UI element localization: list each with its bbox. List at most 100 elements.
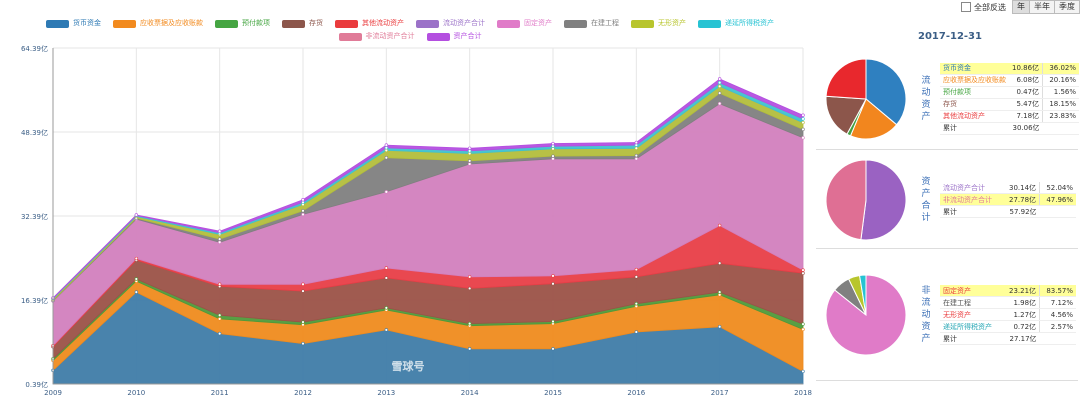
data-point[interactable] bbox=[301, 212, 305, 217]
data-point[interactable] bbox=[384, 143, 389, 147]
legend-item[interactable]: 预付款项 bbox=[215, 18, 270, 29]
legend-item[interactable]: 在建工程 bbox=[564, 18, 619, 29]
data-point[interactable] bbox=[467, 321, 472, 326]
legend-item[interactable]: 递延所得税资产 bbox=[698, 18, 774, 29]
period-quarter-button[interactable]: 季度 bbox=[1055, 1, 1080, 13]
legend-item[interactable]: 存货 bbox=[282, 18, 323, 29]
data-point[interactable] bbox=[301, 282, 305, 286]
data-point[interactable] bbox=[634, 275, 639, 279]
pie-slice[interactable] bbox=[865, 57, 907, 125]
data-point[interactable] bbox=[384, 306, 389, 310]
data-point[interactable] bbox=[217, 331, 222, 336]
data-point[interactable] bbox=[551, 319, 555, 324]
data-point[interactable] bbox=[801, 136, 805, 140]
data-point[interactable] bbox=[301, 209, 305, 213]
data-point[interactable] bbox=[384, 276, 389, 280]
data-point[interactable] bbox=[717, 290, 722, 294]
data-point[interactable] bbox=[717, 325, 722, 329]
data-point[interactable] bbox=[801, 322, 805, 326]
period-half-year-button[interactable]: 半年 bbox=[1030, 1, 1055, 13]
table-row[interactable]: 递延所得税资产 0.72亿 2.57% bbox=[940, 320, 1077, 333]
data-point[interactable] bbox=[301, 198, 305, 202]
data-point[interactable] bbox=[217, 229, 222, 233]
table-row[interactable]: 在建工程 1.98亿 7.12% bbox=[940, 296, 1077, 309]
data-point[interactable] bbox=[134, 290, 139, 294]
data-point[interactable] bbox=[467, 275, 472, 279]
data-point[interactable] bbox=[217, 240, 222, 244]
data-point[interactable] bbox=[551, 141, 555, 146]
data-point[interactable] bbox=[551, 154, 555, 158]
data-point[interactable] bbox=[634, 146, 639, 150]
select-all-toggle[interactable]: 全部反选 bbox=[961, 2, 1006, 13]
table-row[interactable]: 固定资产 23.21亿 83.57% bbox=[940, 285, 1077, 297]
data-point[interactable] bbox=[217, 237, 222, 241]
legend-item[interactable]: 固定资产 bbox=[497, 18, 552, 29]
data-point[interactable] bbox=[301, 320, 305, 324]
data-point[interactable] bbox=[551, 347, 555, 351]
data-point[interactable] bbox=[467, 286, 472, 291]
table-row[interactable]: 无形资产 1.27亿 4.56% bbox=[940, 308, 1077, 321]
legend-item[interactable]: 流动资产合计 bbox=[416, 18, 485, 29]
data-point[interactable] bbox=[134, 256, 139, 261]
data-point[interactable] bbox=[467, 159, 472, 163]
period-year-button[interactable]: 年 bbox=[1013, 1, 1030, 13]
data-point[interactable] bbox=[717, 101, 722, 106]
data-point[interactable] bbox=[634, 267, 639, 272]
data-point[interactable] bbox=[717, 80, 722, 85]
pie-slice[interactable] bbox=[825, 57, 867, 100]
data-point[interactable] bbox=[301, 341, 305, 346]
checkbox[interactable] bbox=[961, 2, 971, 12]
table-row[interactable]: 应收票据及应收账款 6.08亿 20.16% bbox=[940, 74, 1080, 87]
data-point[interactable] bbox=[634, 330, 639, 334]
data-point[interactable] bbox=[301, 289, 305, 293]
legend-item[interactable]: 资产合计 bbox=[426, 31, 482, 42]
data-point[interactable] bbox=[717, 77, 722, 81]
pie-slice[interactable] bbox=[825, 95, 867, 135]
data-point[interactable] bbox=[634, 301, 639, 306]
data-point[interactable] bbox=[384, 328, 389, 332]
legend-item[interactable]: 非流动资产合计 bbox=[338, 31, 415, 42]
data-point[interactable] bbox=[717, 84, 722, 89]
data-point[interactable] bbox=[217, 313, 222, 317]
data-point[interactable] bbox=[384, 190, 389, 194]
data-point[interactable] bbox=[467, 347, 472, 351]
pie-slice[interactable] bbox=[825, 274, 907, 356]
data-point[interactable] bbox=[801, 113, 805, 117]
data-point[interactable] bbox=[801, 327, 805, 332]
table-row[interactable]: 预付款项 0.47亿 1.56% bbox=[940, 86, 1080, 99]
table-row[interactable]: 存货 5.47亿 18.15% bbox=[940, 98, 1080, 111]
table-row[interactable]: 非流动资产合计 27.78亿 47.96% bbox=[940, 193, 1077, 206]
data-point[interactable] bbox=[717, 223, 722, 228]
legend-item[interactable]: 货币资金 bbox=[46, 18, 101, 29]
legend-item[interactable]: 其他流动资产 bbox=[335, 18, 404, 29]
table-row[interactable]: 其他流动资产 7.18亿 23.83% bbox=[940, 110, 1080, 123]
pie-slice[interactable] bbox=[860, 159, 907, 241]
table-row[interactable]: 流动资产合计 30.14亿 52.04% bbox=[940, 182, 1077, 194]
data-point[interactable] bbox=[134, 277, 139, 281]
pie-slice[interactable] bbox=[825, 159, 867, 241]
data-point[interactable] bbox=[217, 282, 222, 286]
data-point[interactable] bbox=[801, 271, 805, 275]
data-point[interactable] bbox=[384, 266, 389, 270]
data-point[interactable] bbox=[634, 140, 639, 145]
data-point[interactable] bbox=[801, 369, 805, 374]
data-point[interactable] bbox=[634, 153, 639, 158]
data-point[interactable] bbox=[801, 127, 805, 132]
data-point[interactable] bbox=[551, 274, 555, 278]
data-point[interactable] bbox=[634, 157, 639, 161]
data-point[interactable] bbox=[134, 213, 139, 217]
pie-slice[interactable] bbox=[858, 274, 867, 316]
data-point[interactable] bbox=[801, 120, 805, 125]
legend-item[interactable]: 无形资产 bbox=[631, 18, 686, 29]
data-point[interactable] bbox=[217, 317, 222, 321]
data-point[interactable] bbox=[801, 117, 805, 121]
table-row[interactable]: 货币资金 10.86亿 36.02% bbox=[940, 62, 1080, 75]
data-point[interactable] bbox=[384, 156, 389, 160]
data-point[interactable] bbox=[801, 268, 805, 272]
data-point[interactable] bbox=[717, 261, 722, 265]
data-point[interactable] bbox=[717, 91, 722, 95]
data-point[interactable] bbox=[467, 146, 472, 150]
data-point[interactable] bbox=[467, 162, 472, 166]
data-point[interactable] bbox=[551, 282, 555, 286]
legend-item[interactable]: 应收票据及应收账款 bbox=[113, 18, 203, 29]
